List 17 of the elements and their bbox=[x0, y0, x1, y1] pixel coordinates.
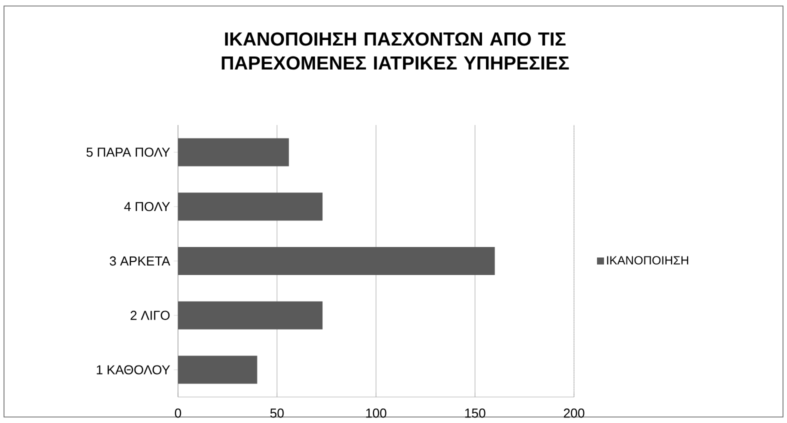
x-tick-label: 100 bbox=[366, 408, 386, 418]
y-tick-label: 4 ΠΟΛΥ bbox=[124, 202, 170, 212]
bar bbox=[178, 356, 258, 384]
bar bbox=[178, 247, 495, 275]
x-tick-label: 150 bbox=[465, 408, 486, 418]
y-tick-label: 3 ΑΡΚΕΤΑ bbox=[110, 256, 170, 266]
x-tick-label: 50 bbox=[270, 408, 284, 418]
bar bbox=[178, 301, 323, 330]
legend-label: ΙΚΑΝΟΠΟΙΗΣΗ bbox=[607, 256, 688, 265]
chart-title: ΙΚΑΝΟΠΟΙΗΣΗ ΠΑΣΧΟΝΤΩΝ ΑΠΟ ΤΙΣ ΠΑΡΕΧΟΜΕΝΕΣ ΙΑΤΡΙΚΕΣ ΥΠΗΡΕΣΙΕΣ bbox=[222, 32, 569, 70]
x-tick-label: 0 bbox=[174, 408, 182, 418]
bar bbox=[178, 192, 323, 221]
y-tick-label: 1 ΚΑΘΟΛΟΥ bbox=[96, 365, 170, 374]
x-tick-label: 200 bbox=[564, 408, 584, 418]
bar bbox=[178, 138, 289, 166]
y-tick-label: 2 ΛΙΓΟ bbox=[130, 310, 170, 320]
y-tick-label: 5 ΠΑΡΑ ΠΟΛΥ bbox=[86, 148, 170, 157]
